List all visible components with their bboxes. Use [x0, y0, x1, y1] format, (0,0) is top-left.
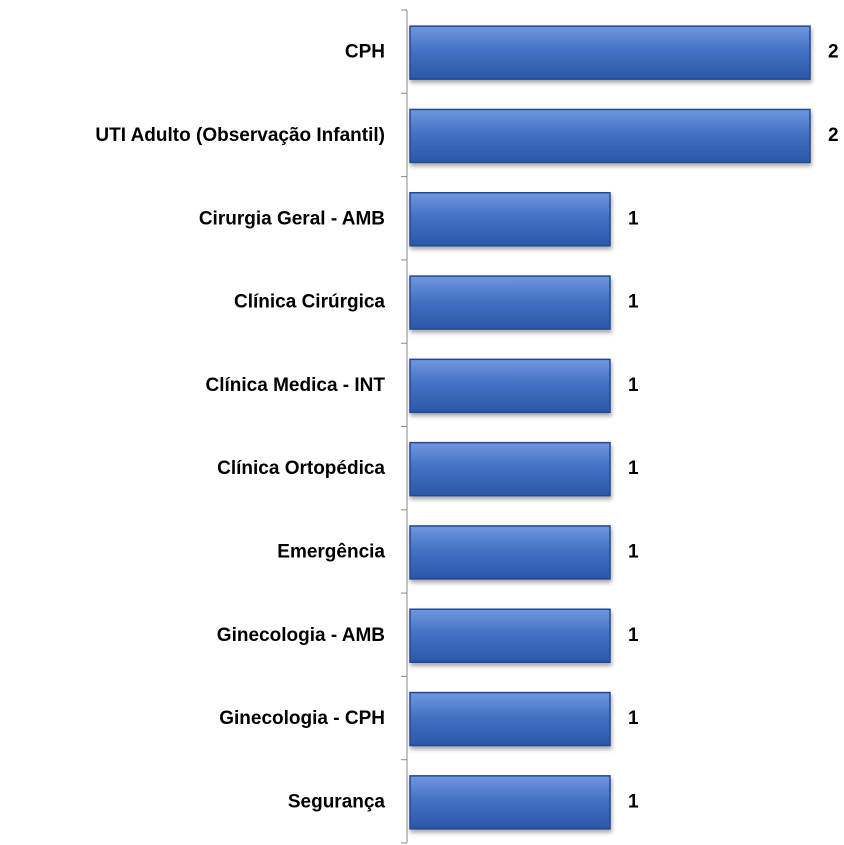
category-label: Emergência [277, 541, 385, 562]
category-label: Ginecologia - CPH [219, 708, 385, 729]
value-label: 1 [628, 208, 639, 229]
category-label: Cirurgia Geral - AMB [199, 208, 385, 229]
bar [409, 108, 811, 164]
value-label: 1 [628, 708, 639, 729]
value-label: 2 [828, 42, 839, 63]
bar [409, 775, 611, 830]
bar [409, 25, 811, 80]
bar [409, 441, 611, 497]
category-label: UTI Adulto (Observação Infantil) [95, 125, 385, 146]
category-label: CPH [345, 42, 385, 63]
category-label: Segurança [288, 791, 386, 812]
value-label: 1 [628, 541, 639, 562]
bar [409, 358, 611, 414]
category-label: Clínica Medica - INT [206, 375, 386, 396]
bar [409, 525, 611, 580]
value-label: 1 [628, 375, 639, 396]
value-label: 2 [828, 125, 839, 146]
value-label: 1 [628, 791, 639, 812]
value-label: 1 [628, 625, 639, 646]
bar [409, 275, 611, 330]
value-label: 1 [628, 458, 639, 479]
bar [409, 691, 611, 747]
value-label: 1 [628, 292, 639, 313]
bar [409, 192, 611, 247]
bar [409, 608, 611, 663]
category-label: Ginecologia - AMB [217, 625, 385, 646]
category-label: Clínica Ortopédica [217, 458, 385, 479]
category-label: Clínica Cirúrgica [234, 292, 385, 313]
